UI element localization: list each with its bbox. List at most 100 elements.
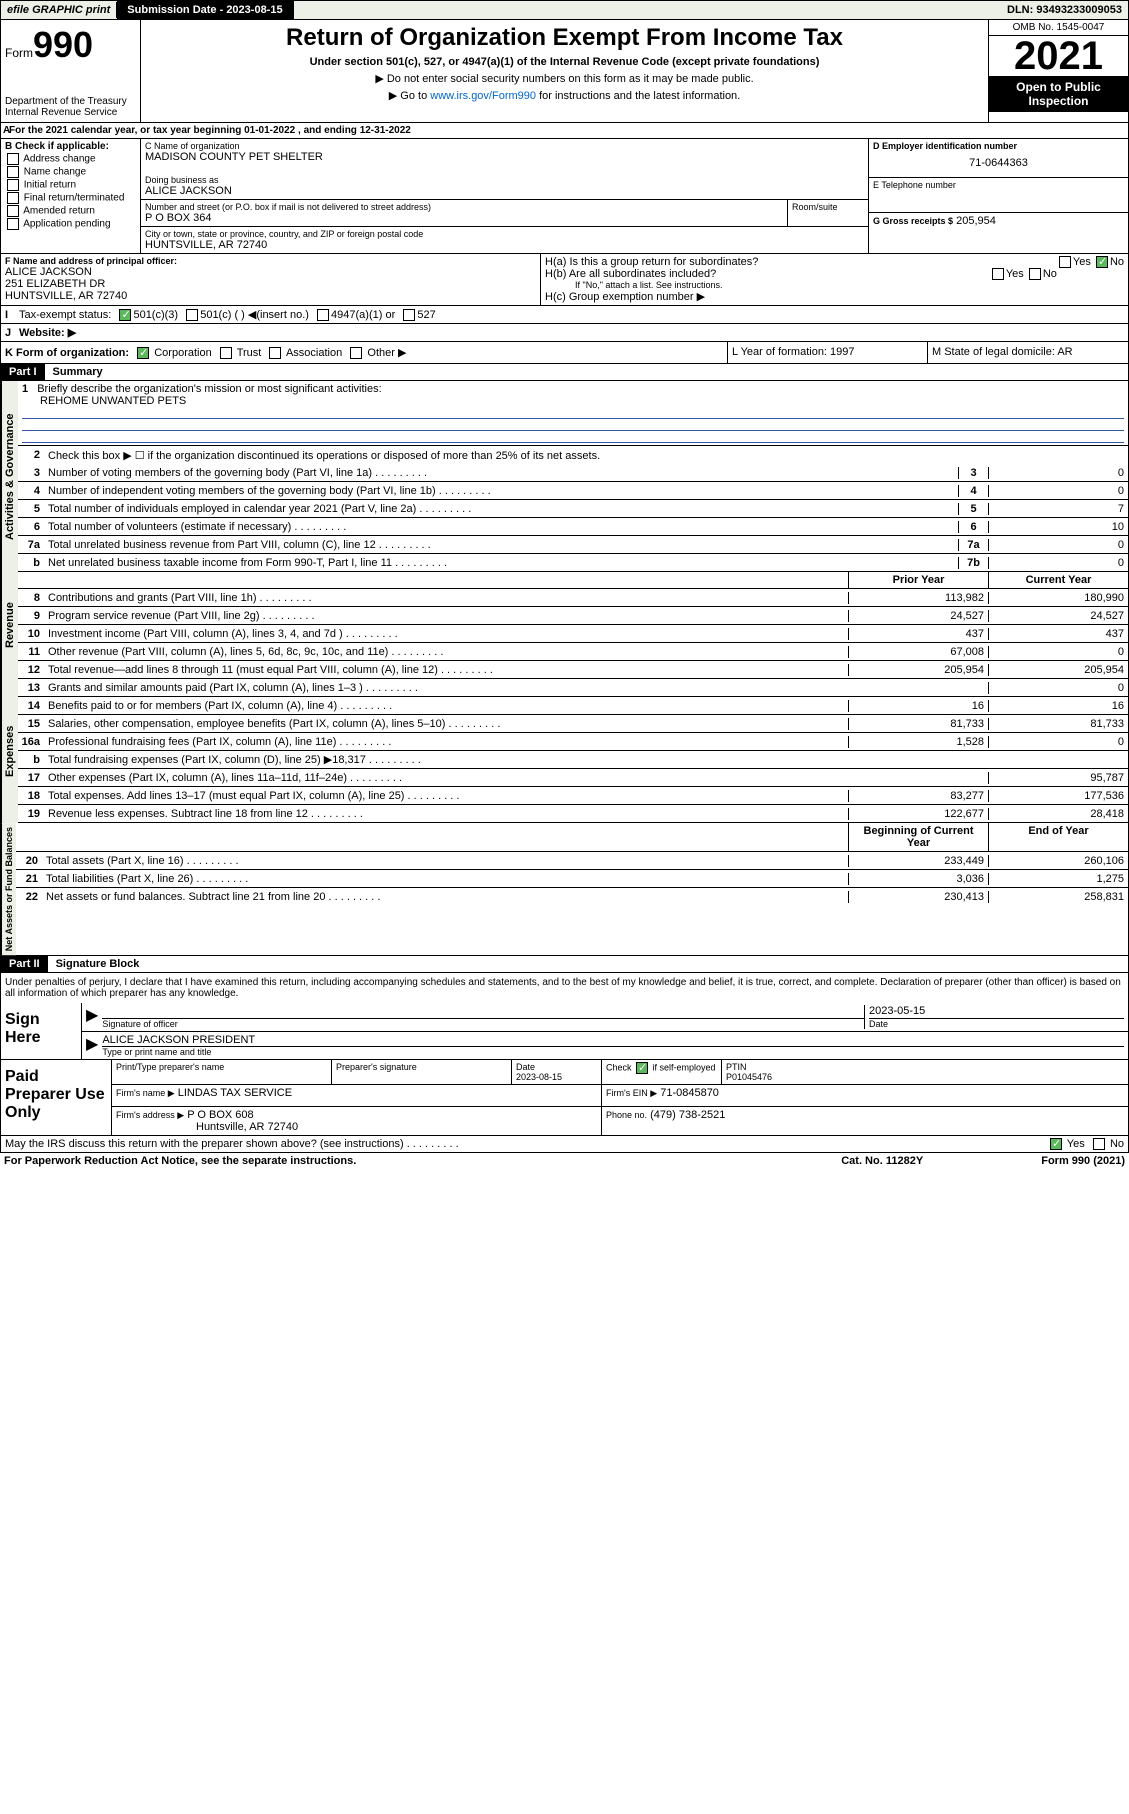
cb-other[interactable] xyxy=(350,347,362,359)
officer-group-section: F Name and address of principal officer:… xyxy=(0,254,1129,306)
rev-line: 10 Investment income (Part VIII, column … xyxy=(18,625,1128,643)
firm-phone-label: Phone no. xyxy=(606,1110,647,1120)
line-k: K Form of organization: Corporation Trus… xyxy=(0,342,1129,364)
cb-address[interactable]: Address change xyxy=(5,153,136,165)
gov-line: 3 Number of voting members of the govern… xyxy=(18,464,1128,482)
vert-balances: Net Assets or Fund Balances xyxy=(1,823,16,955)
year-formation: L Year of formation: 1997 xyxy=(728,342,928,363)
firm-phone: (479) 738-2521 xyxy=(650,1109,725,1121)
dba-label: Doing business as xyxy=(145,175,864,185)
bal-line: 22 Net assets or fund balances. Subtract… xyxy=(16,888,1128,906)
line-i: I Tax-exempt status: 501(c)(3) 501(c) ( … xyxy=(0,306,1129,324)
irs-link[interactable]: www.irs.gov/Form990 xyxy=(430,90,536,102)
org-name: MADISON COUNTY PET SHELTER xyxy=(145,151,864,163)
street-address: P O BOX 364 xyxy=(145,212,783,224)
exp-line: 17 Other expenses (Part IX, column (A), … xyxy=(18,769,1128,787)
form-label: Form xyxy=(5,46,33,60)
topbar: efile GRAPHIC print Submission Date - 20… xyxy=(0,0,1129,20)
gov-line: 6 Total number of volunteers (estimate i… xyxy=(18,518,1128,536)
phone-label: E Telephone number xyxy=(873,180,1124,190)
rev-line: 11 Other revenue (Part VIII, column (A),… xyxy=(18,643,1128,661)
cb-pending[interactable]: Application pending xyxy=(5,218,136,230)
officer-addr2: HUNTSVILLE, AR 72740 xyxy=(5,290,536,302)
part1-header: Part I Summary xyxy=(0,364,1129,381)
dba-name: ALICE JACKSON xyxy=(145,185,864,197)
paid-preparer-label: Paid Preparer Use Only xyxy=(1,1060,111,1135)
pra-notice: For Paperwork Reduction Act Notice, see … xyxy=(4,1155,841,1167)
beginning-year-hdr: Beginning of Current Year xyxy=(848,823,988,851)
submission-date: Submission Date - 2023-08-15 xyxy=(117,1,293,19)
sign-here-label: Sign Here xyxy=(1,1003,81,1059)
mission-text: REHOME UNWANTED PETS xyxy=(22,395,186,407)
cb-amended[interactable]: Amended return xyxy=(5,205,136,217)
rev-line: 9 Program service revenue (Part VIII, li… xyxy=(18,607,1128,625)
firm-addr2: Huntsville, AR 72740 xyxy=(116,1121,298,1133)
cb-4947[interactable] xyxy=(317,309,329,321)
form-subtitle: Under section 501(c), 527, or 4947(a)(1)… xyxy=(145,56,984,68)
exp-line: 14 Benefits paid to or for members (Part… xyxy=(18,697,1128,715)
cb-self-employed[interactable] xyxy=(636,1062,648,1074)
sig-date: 2023-05-15 xyxy=(869,1005,1124,1019)
dln: DLN: 93493233009053 xyxy=(1001,2,1128,18)
prep-name-label: Print/Type preparer's name xyxy=(112,1060,332,1084)
officer-typed-name: ALICE JACKSON PRESIDENT xyxy=(102,1034,1124,1047)
goto-post: for instructions and the latest informat… xyxy=(536,90,740,102)
cb-527[interactable] xyxy=(403,309,415,321)
tax-year: 2021 xyxy=(989,36,1128,76)
city-label: City or town, state or province, country… xyxy=(145,229,864,239)
dept-label: Department of the Treasury Internal Reve… xyxy=(5,96,136,118)
addr-label: Number and street (or P.O. box if mail i… xyxy=(145,202,783,212)
cb-501c[interactable] xyxy=(186,309,198,321)
ptin-label: PTIN xyxy=(726,1062,747,1072)
gov-line: 4 Number of independent voting members o… xyxy=(18,482,1128,500)
cb-501c3[interactable] xyxy=(119,309,131,321)
city-state-zip: HUNTSVILLE, AR 72740 xyxy=(145,239,864,251)
cb-trust[interactable] xyxy=(220,347,232,359)
hb-label: H(b) Are all subordinates included? xyxy=(545,268,716,280)
exp-line: 19 Revenue less expenses. Subtract line … xyxy=(18,805,1128,823)
col-b-header: B Check if applicable: xyxy=(5,141,136,152)
expenses-block: Expenses 13 Grants and similar amounts p… xyxy=(0,679,1129,823)
self-emp-label: Check xyxy=(606,1063,634,1073)
rev-line: 8 Contributions and grants (Part VIII, l… xyxy=(18,589,1128,607)
rev-line: 12 Total revenue—add lines 8 through 11 … xyxy=(18,661,1128,679)
entity-section: B Check if applicable: Address change Na… xyxy=(0,139,1129,254)
firm-name-label: Firm's name ▶ xyxy=(116,1088,175,1098)
ssn-warning: Do not enter social security numbers on … xyxy=(387,73,754,85)
signature-arrow-icon: ▶ xyxy=(86,1034,98,1057)
may-irs-row: May the IRS discuss this return with the… xyxy=(0,1136,1129,1153)
gov-line: 7a Total unrelated business revenue from… xyxy=(18,536,1128,554)
prep-sig-label: Preparer's signature xyxy=(332,1060,512,1084)
cb-assoc[interactable] xyxy=(269,347,281,359)
exp-line: b Total fundraising expenses (Part IX, c… xyxy=(18,751,1128,769)
cb-initial[interactable]: Initial return xyxy=(5,179,136,191)
firm-ein: 71-0845870 xyxy=(660,1087,719,1099)
exp-line: 18 Total expenses. Add lines 13–17 (must… xyxy=(18,787,1128,805)
gross-receipts: 205,954 xyxy=(956,215,996,227)
prior-year-hdr: Prior Year xyxy=(848,572,988,588)
preparer-block: Paid Preparer Use Only Print/Type prepar… xyxy=(0,1060,1129,1136)
efile-label[interactable]: efile GRAPHIC print xyxy=(1,2,117,18)
firm-ein-label: Firm's EIN ▶ xyxy=(606,1088,657,1098)
balances-block: Net Assets or Fund Balances Beginning of… xyxy=(0,823,1129,956)
prep-date: 2023-08-15 xyxy=(516,1072,562,1082)
declaration-text: Under penalties of perjury, I declare th… xyxy=(1,973,1128,1003)
cb-name[interactable]: Name change xyxy=(5,166,136,178)
sig-officer-label: Signature of officer xyxy=(102,1019,864,1029)
cb-corp[interactable] xyxy=(137,347,149,359)
cb-irs-no[interactable] xyxy=(1093,1138,1105,1150)
gov-line: b Net unrelated business taxable income … xyxy=(18,554,1128,572)
cb-final[interactable]: Final return/terminated xyxy=(5,192,136,204)
line-a: A For the 2021 calendar year, or tax yea… xyxy=(0,123,1129,139)
ptin-value: P01045476 xyxy=(726,1072,772,1082)
vert-expenses: Expenses xyxy=(1,679,18,823)
hb-note: If "No," attach a list. See instructions… xyxy=(545,280,1124,290)
current-year-hdr: Current Year xyxy=(988,572,1128,588)
form-org-label: K Form of organization: xyxy=(5,347,129,359)
type-name-label: Type or print name and title xyxy=(102,1047,1124,1057)
cb-irs-yes[interactable] xyxy=(1050,1138,1062,1150)
form-header: Form990 Department of the Treasury Inter… xyxy=(0,20,1129,123)
mission-label: Briefly describe the organization's miss… xyxy=(37,383,381,395)
officer-label: F Name and address of principal officer: xyxy=(5,256,536,266)
form-version: Form 990 (2021) xyxy=(1041,1155,1125,1167)
